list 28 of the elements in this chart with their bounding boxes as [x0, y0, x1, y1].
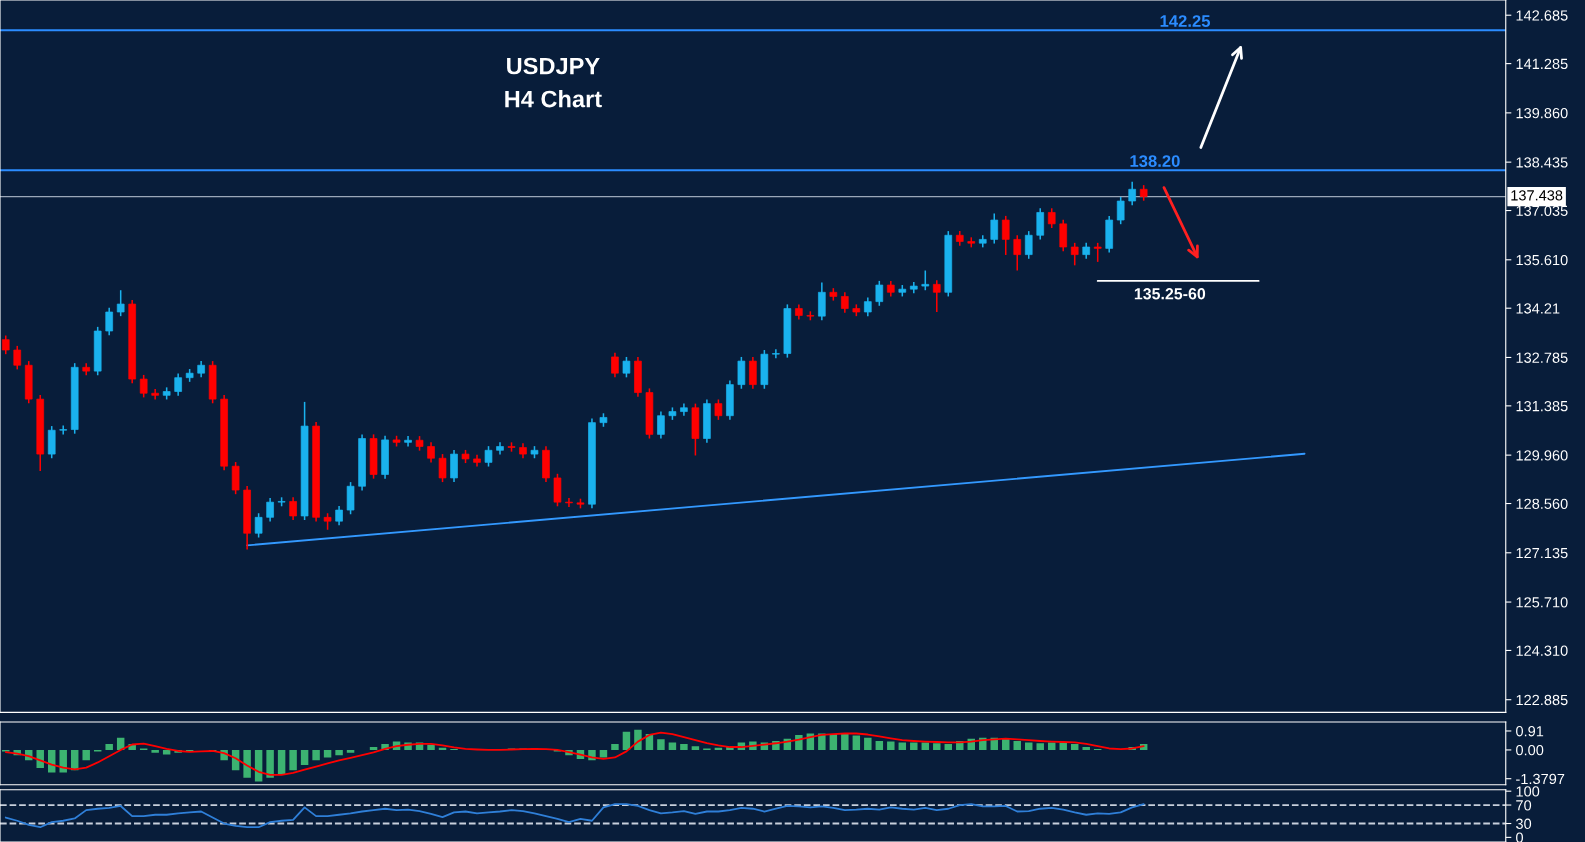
y-tick-label: 137.035: [1516, 205, 1568, 216]
y-tick-label: 0.00: [1516, 745, 1544, 756]
y-tick-label: 141.285: [1516, 58, 1568, 70]
y-tick-label: 122.885: [1516, 694, 1568, 706]
y-tick-label: 100: [1516, 786, 1540, 797]
ref-line-label: 142.25: [1160, 15, 1211, 27]
y-tick-label: 142.685: [1516, 10, 1568, 21]
y-tick-label: 135.610: [1516, 254, 1568, 266]
annotation: 135.25-60: [1134, 288, 1206, 300]
text: USDJPY: [507, 57, 600, 75]
y-tick-label: 0: [1516, 832, 1524, 842]
y-tick-label: 134.21: [1516, 303, 1560, 314]
y-tick-label: 131.385: [1516, 400, 1568, 412]
y-tick-label: 0.91: [1516, 726, 1544, 737]
ref-line-label: 137.438: [1511, 190, 1563, 201]
y-tick-label: 139.860: [1516, 107, 1568, 119]
y-tick-label: 129.960: [1516, 450, 1568, 461]
y-tick-label: -1.3797: [1516, 773, 1565, 785]
y-tick-label: 128.560: [1516, 498, 1568, 509]
y-tick-label: 124.310: [1516, 645, 1568, 656]
y-tick-label: 127.135: [1516, 547, 1568, 559]
y-tick-label: 138.435: [1516, 157, 1568, 168]
text: H4 Chart: [505, 90, 602, 108]
y-tick-label: 132.785: [1516, 352, 1568, 363]
y-tick-label: 125.710: [1516, 597, 1568, 608]
ref-line-label: 138.20: [1130, 155, 1180, 167]
y-tick-label: 70: [1516, 800, 1532, 811]
y-tick-label: 30: [1516, 818, 1532, 829]
